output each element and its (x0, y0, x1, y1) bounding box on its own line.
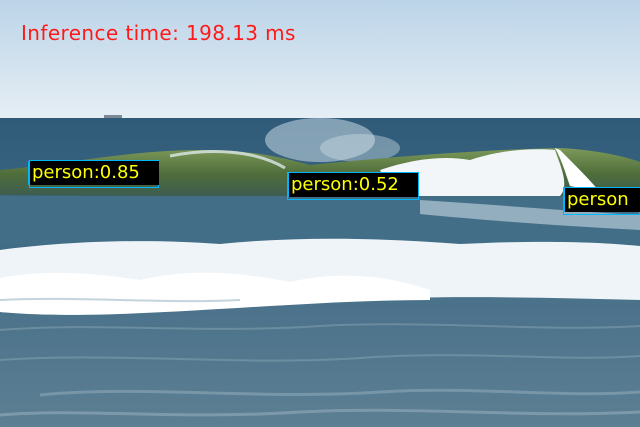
detection-label-3: person (563, 188, 640, 212)
detection-label-1: person:0.85 (28, 161, 159, 185)
detection-label-2: person:0.52 (287, 173, 418, 197)
spray-mist (265, 118, 375, 162)
distant-ship (104, 115, 122, 118)
inference-time-text: Inference time: 198.13 ms (21, 21, 296, 45)
breaking-foam (380, 149, 565, 196)
sky (0, 0, 640, 120)
